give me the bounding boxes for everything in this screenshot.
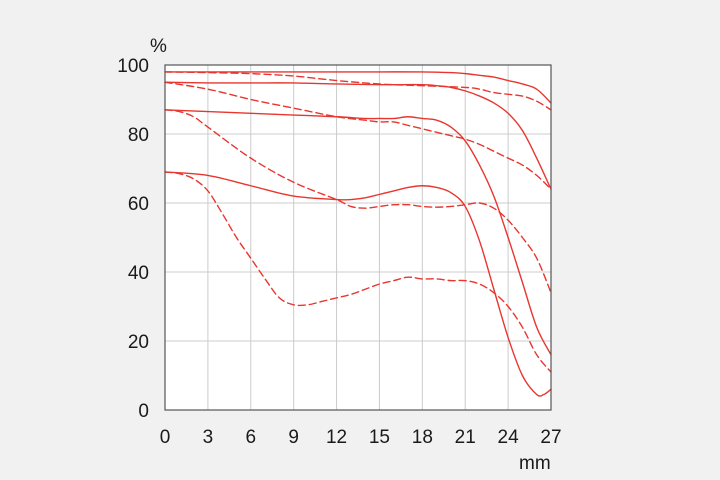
x-tick-label: 12 [326,427,347,448]
series-lines [164,71,552,397]
series-line-4-dashed [164,81,552,190]
x-tick-label: 3 [203,427,214,448]
series-line-1-solid [164,71,552,104]
x-tick-label: 6 [245,427,256,448]
series-line-6-dashed [164,109,552,294]
plot-frame [164,64,552,411]
plot-background [165,65,551,410]
x-tick-label: 15 [369,427,390,448]
series-line-8-dashed [164,171,552,373]
x-tick-label: 0 [160,427,171,448]
x-axis-unit-label: mm [519,453,551,474]
series-line-7-solid [164,171,552,397]
y-tick-label: 100 [117,56,149,77]
y-axis-unit-label: % [150,36,167,57]
grid-lines [165,65,551,410]
x-tick-label: 9 [288,427,299,448]
y-tick-label: 80 [128,125,149,146]
x-tick-label: 24 [498,427,520,448]
x-tick-label: 27 [540,427,561,448]
series-line-3-solid [164,81,552,190]
x-tick-label: 18 [412,427,433,448]
y-tick-label: 0 [138,401,149,422]
series-line-5-solid [164,109,552,356]
y-tick-label: 20 [128,332,149,353]
y-tick-label: 60 [128,194,149,215]
tick-labels: 0 3 6 9 12 15 18 21 24 27 0 20 40 60 80 100 [117,56,561,448]
x-tick-label: 21 [455,427,476,448]
y-tick-label: 40 [128,263,149,284]
